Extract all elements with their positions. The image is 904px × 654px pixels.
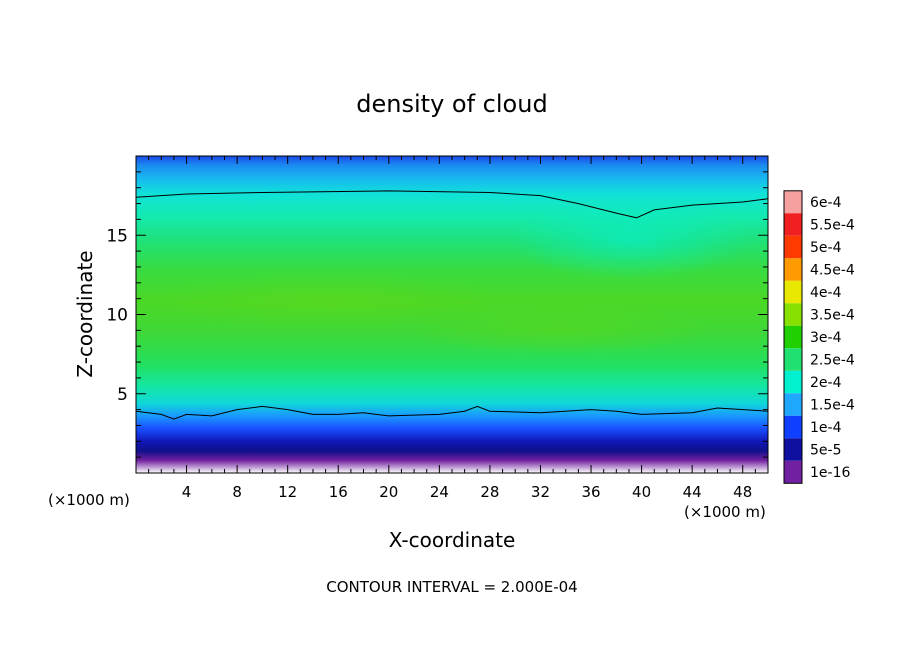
colorbar-swatch — [784, 303, 802, 326]
colorbar-label: 3e-4 — [810, 330, 842, 346]
colorbar-label: 6e-4 — [810, 195, 842, 211]
x-axis-label: X-coordinate — [389, 528, 516, 552]
x-tick-label: 32 — [531, 483, 550, 501]
colorbar-swatch — [784, 348, 802, 371]
colorbar-label: 3.5e-4 — [810, 308, 855, 324]
colorbar-swatch — [784, 258, 802, 281]
density-patch — [150, 270, 510, 330]
x-tick-label: 44 — [683, 483, 702, 501]
y-tick-label: 10 — [106, 306, 128, 326]
colorbar-label: 5e-4 — [810, 240, 842, 256]
x-tick-label: 8 — [232, 483, 242, 501]
colorbar: 6e-4 5.5e-4 5e-4 4.5e-4 4e-4 3.5e-4 3e-4 2.5e-4… — [783, 190, 855, 484]
x-tick-label: 20 — [379, 483, 398, 501]
colorbar-label: 2e-4 — [810, 375, 842, 391]
colorbar-swatch — [784, 460, 802, 484]
density-patch — [410, 304, 710, 356]
x-tick-label: 4 — [182, 483, 192, 501]
colorbar-swatch — [784, 213, 802, 236]
density-patch — [510, 200, 750, 280]
colorbar-swatch — [784, 280, 802, 304]
colorbar-frame — [783, 190, 803, 484]
colorbar-label: 1.5e-4 — [810, 398, 855, 414]
x-tick-label: 48 — [733, 483, 752, 501]
colorbar-swatch — [784, 438, 802, 461]
colorbar-label: 1e-4 — [810, 420, 842, 436]
colorbar-label: 4e-4 — [810, 285, 842, 301]
colorbar-swatch — [784, 415, 802, 439]
x-unit-right: (×1000 m) — [684, 503, 766, 521]
y-tick-label: 5 — [117, 385, 128, 405]
x-tick-label: 12 — [278, 483, 297, 501]
colorbar-swatch — [784, 393, 802, 416]
chart-title: density of cloud — [356, 90, 547, 118]
x-axis: 4 8 12 16 20 24 28 32 36 40 44 48 — [148, 156, 756, 501]
colorbar-swatch — [784, 370, 802, 394]
contour-line-lower — [136, 405, 768, 420]
colorbar-swatch — [784, 325, 802, 349]
y-axis-label: Z-coordinate — [73, 250, 97, 377]
x-tick-label: 16 — [329, 483, 348, 501]
x-unit-left: (×1000 m) — [48, 491, 130, 509]
contour-line-upper — [136, 190, 768, 219]
y-axis: 5 10 15 — [106, 171, 768, 458]
contour-lines — [136, 190, 768, 420]
colorbar-swatch — [784, 235, 802, 259]
x-tick-label: 36 — [581, 483, 600, 501]
colorbar-label: 2.5e-4 — [810, 353, 855, 369]
colorbar-label: 5e-5 — [810, 443, 841, 459]
contour-interval-note: CONTOUR INTERVAL = 2.000E-04 — [326, 578, 577, 596]
x-tick-label: 40 — [632, 483, 651, 501]
x-tick-label: 24 — [430, 483, 449, 501]
x-tick-label: 28 — [480, 483, 499, 501]
colorbar-label: 4.5e-4 — [810, 263, 855, 279]
plot-area — [136, 156, 768, 473]
colorbar-label: 5.5e-4 — [810, 218, 855, 234]
y-tick-label: 15 — [106, 226, 128, 246]
colorbar-label: 1e-16 — [810, 465, 850, 481]
colorbar-swatch — [784, 190, 802, 214]
